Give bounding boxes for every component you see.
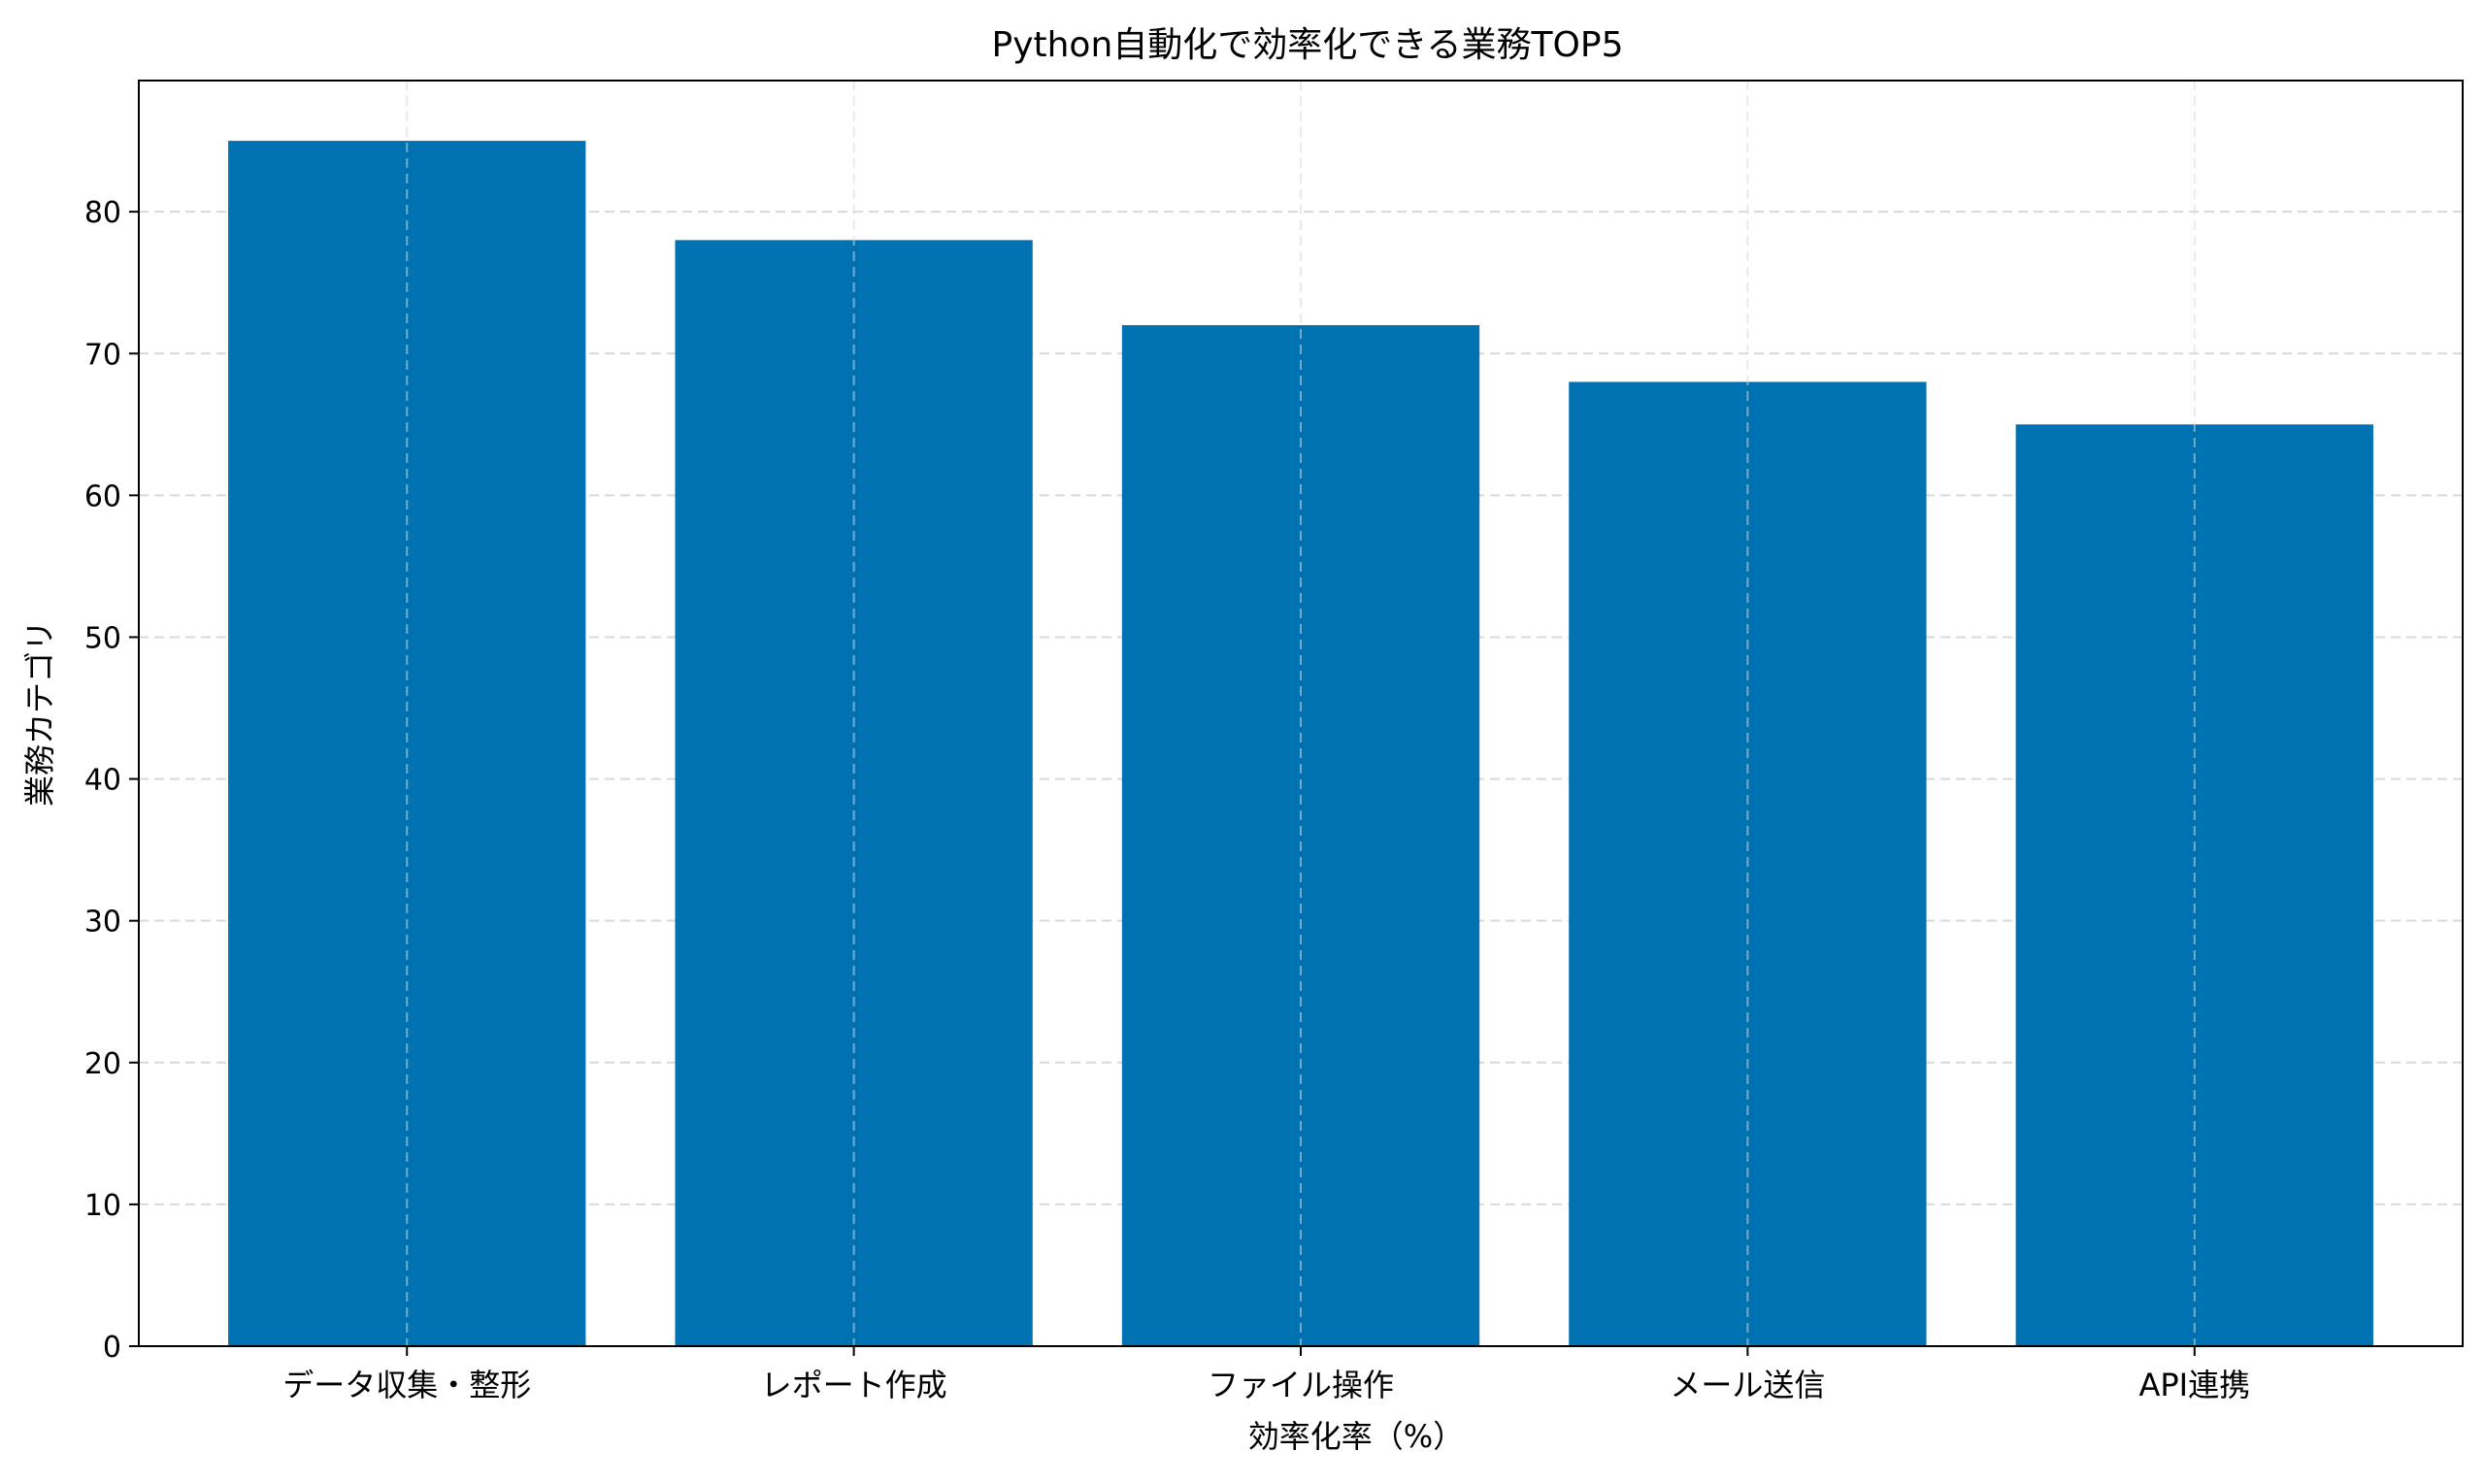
x-tick-label: API連携 (2138, 1367, 2250, 1403)
y-tick-label: 50 (84, 621, 121, 655)
y-axis-ticks: 0 10 20 30 40 50 60 70 80 (84, 196, 139, 1365)
y-tick-label: 0 (103, 1331, 121, 1365)
x-tick-label: レポート作成 (761, 1367, 947, 1403)
y-tick-label: 10 (84, 1189, 121, 1223)
x-tick-label: メール送信 (1670, 1367, 1825, 1403)
y-tick-label: 80 (84, 196, 121, 230)
y-tick-label: 20 (84, 1047, 121, 1081)
y-tick-label: 40 (84, 764, 121, 798)
y-tick-label: 70 (84, 338, 121, 372)
bar-series (228, 81, 2373, 1347)
y-axis-label: 業務カテゴリ (21, 620, 58, 807)
y-tick-label: 60 (84, 479, 121, 513)
bar (675, 240, 1033, 1346)
x-axis-ticks: データ収集・整形 レポート作成 ファイル操作 メール送信 API連携 (282, 1346, 2250, 1403)
chart-title: Python自動化で効率化できる業務TOP5 (991, 25, 1623, 65)
x-axis-label: 効率化率（%） (1248, 1418, 1464, 1455)
y-tick-label: 30 (84, 906, 121, 940)
x-tick-label: ファイル操作 (1208, 1367, 1394, 1403)
x-tick-label: データ収集・整形 (282, 1367, 531, 1403)
